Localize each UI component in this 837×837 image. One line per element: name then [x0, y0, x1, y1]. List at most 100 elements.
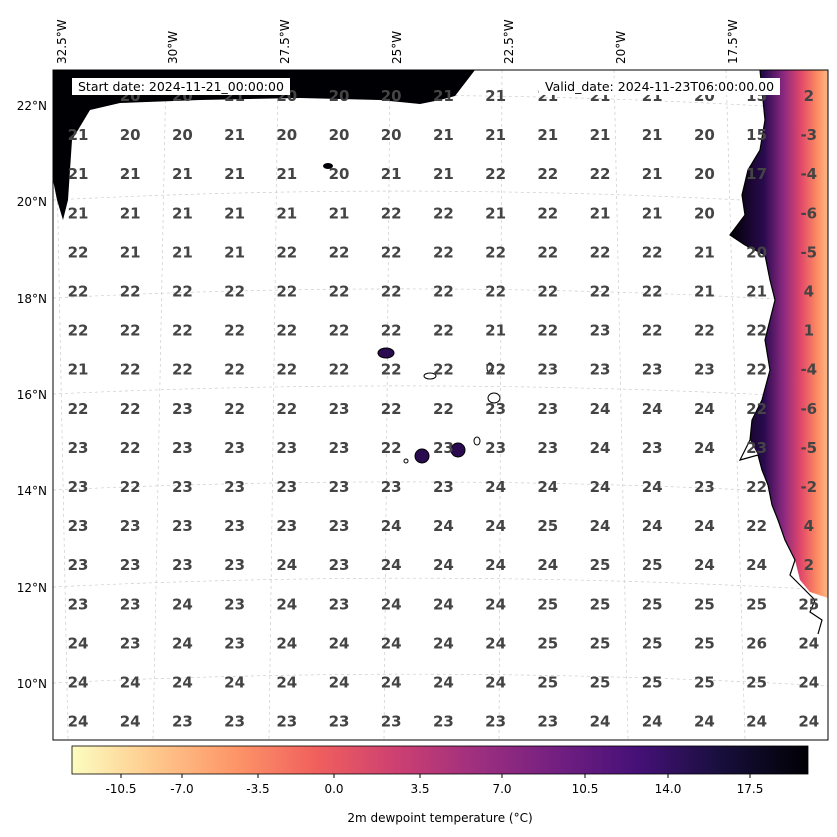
- grid-value: 24: [485, 634, 506, 652]
- grid-value: 23: [746, 439, 767, 457]
- grid-value: 21: [433, 165, 454, 183]
- lat-labels: 22°N 20°N 18°N 16°N 14°N 12°N 10°N: [17, 99, 47, 691]
- lon-label: 17.5°W: [726, 19, 740, 64]
- lon-label: 20°W: [614, 31, 628, 64]
- grid-value: 23: [537, 713, 558, 731]
- grid-value: 4: [804, 283, 814, 301]
- grid-value: 24: [68, 713, 89, 731]
- grid-value: 20: [381, 87, 402, 105]
- grid-value: 20: [694, 204, 715, 222]
- grid-value: 24: [590, 400, 611, 418]
- grid-value: 20: [276, 126, 297, 144]
- grid-value: 24: [433, 517, 454, 535]
- lon-labels: 32.5°W 30°W 27.5°W 25°W 22.5°W 20°W 17.5…: [55, 19, 740, 64]
- grid-value: 20: [329, 165, 350, 183]
- grid-value: 22: [433, 243, 454, 261]
- grid-value: 24: [746, 556, 767, 574]
- grid-value: 22: [433, 400, 454, 418]
- grid-value: 21: [485, 204, 506, 222]
- grid-value: 23: [329, 517, 350, 535]
- grid-value: 20: [329, 126, 350, 144]
- grid-value: 21: [276, 204, 297, 222]
- grid-value: 22: [381, 439, 402, 457]
- grid-value: 22: [746, 361, 767, 379]
- grid-value: 21: [642, 204, 663, 222]
- valid-date-label: Valid_date: 2024-11-23T06:00:00.00: [539, 78, 781, 95]
- grid-value: 24: [381, 517, 402, 535]
- grid-value: 23: [694, 361, 715, 379]
- grid-value: 25: [590, 595, 611, 613]
- grid-value: 25: [537, 595, 558, 613]
- grid-value: 25: [694, 634, 715, 652]
- grid-value: 22: [120, 439, 141, 457]
- grid-value: 23: [537, 361, 558, 379]
- lon-label: 25°W: [390, 31, 404, 64]
- grid-value: -3: [800, 126, 817, 144]
- grid-value: 22: [329, 283, 350, 301]
- grid-value: 24: [694, 517, 715, 535]
- grid-value: 22: [224, 283, 245, 301]
- grid-value: 15: [746, 126, 767, 144]
- grid-value: 23: [68, 478, 89, 496]
- grid-value: 23: [120, 634, 141, 652]
- grid-value: 25: [642, 634, 663, 652]
- grid-value: 22: [120, 361, 141, 379]
- grid-value: 24: [433, 595, 454, 613]
- grid-value: 22: [381, 204, 402, 222]
- grid-value: 24: [485, 674, 506, 692]
- grid-value: 21: [746, 283, 767, 301]
- grid-value: 22: [120, 283, 141, 301]
- grid-value: 22: [276, 361, 297, 379]
- lat-label: 16°N: [17, 388, 47, 402]
- grid-value: 22: [590, 283, 611, 301]
- grid-value: 23: [68, 439, 89, 457]
- grid-value: 2: [804, 556, 814, 574]
- lon-label: 22.5°W: [502, 19, 516, 64]
- grid-value: 21: [68, 204, 89, 222]
- colorbar-ticks: [120, 774, 751, 778]
- grid-value: 21: [485, 87, 506, 105]
- grid-value: 22: [276, 243, 297, 261]
- colorbar-label: 2m dewpoint temperature (°C): [347, 811, 532, 825]
- grid-value: 24: [329, 674, 350, 692]
- grid-value: 23: [224, 595, 245, 613]
- grid-value: 24: [798, 634, 819, 652]
- grid-value: 24: [172, 674, 193, 692]
- grid-value: 25: [798, 595, 819, 613]
- grid-value: 22: [746, 517, 767, 535]
- colorbar-tick-label: 7.0: [492, 782, 511, 796]
- grid-value: 25: [590, 556, 611, 574]
- grid-value: 24: [433, 634, 454, 652]
- grid-value: 24: [433, 674, 454, 692]
- grid-value: 24: [642, 400, 663, 418]
- grid-value: 23: [694, 478, 715, 496]
- grid-value: 24: [381, 595, 402, 613]
- grid-value: 20: [746, 243, 767, 261]
- lat-label: 10°N: [17, 677, 47, 691]
- grid-value: 23: [276, 713, 297, 731]
- grid-value: 23: [537, 400, 558, 418]
- grid-value: 23: [329, 439, 350, 457]
- grid-value: 22: [329, 322, 350, 340]
- grid-value: 21: [537, 126, 558, 144]
- grid-value: 23: [329, 595, 350, 613]
- grid-value: 21: [694, 283, 715, 301]
- grid-value: 23: [485, 713, 506, 731]
- lat-label: 18°N: [17, 292, 47, 306]
- grid-value: 23: [224, 478, 245, 496]
- lat-label: 22°N: [17, 99, 47, 113]
- grid-value: -5: [800, 243, 817, 261]
- grid-value: 23: [381, 713, 402, 731]
- grid-value: 22: [537, 165, 558, 183]
- grid-value: 24: [381, 634, 402, 652]
- grid-value: -6: [800, 400, 817, 418]
- value-grid: 20 20 21 20 20 20 21 21 21 21 21 20 15 221 20 20 21 20 20 2…: [68, 87, 820, 731]
- grid-value: 22: [433, 322, 454, 340]
- grid-value: 22: [381, 400, 402, 418]
- colorbar-tick-label: 3.5: [410, 782, 429, 796]
- grid-value: 21: [485, 126, 506, 144]
- grid-value: 22: [224, 400, 245, 418]
- grid-value: 22: [68, 283, 89, 301]
- grid-value: 22: [642, 283, 663, 301]
